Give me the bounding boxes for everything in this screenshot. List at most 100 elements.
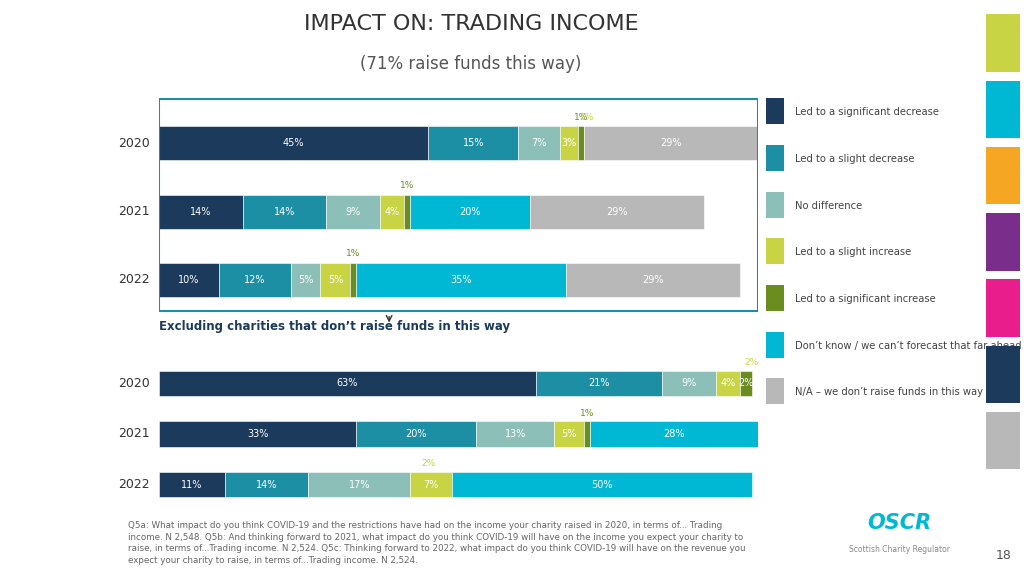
Text: 20%: 20% — [460, 207, 481, 217]
Text: 9%: 9% — [346, 207, 361, 217]
Text: 1%: 1% — [400, 181, 415, 190]
Text: 21%: 21% — [588, 378, 609, 388]
Text: 3%: 3% — [561, 138, 577, 149]
Bar — [578, 126, 584, 160]
Bar — [560, 126, 578, 160]
Bar — [159, 422, 356, 446]
Text: 15%: 15% — [463, 138, 484, 149]
Bar — [159, 195, 243, 229]
Bar — [766, 285, 784, 311]
Text: No difference: No difference — [795, 200, 862, 211]
Text: 29%: 29% — [642, 275, 664, 285]
Bar — [159, 263, 219, 297]
Text: 2%: 2% — [738, 378, 754, 388]
Bar — [411, 472, 453, 497]
Bar — [327, 195, 380, 229]
Text: 33%: 33% — [247, 429, 268, 439]
Bar — [380, 195, 404, 229]
Text: 7%: 7% — [531, 138, 547, 149]
Text: 1%: 1% — [346, 249, 360, 258]
Text: 10%: 10% — [178, 275, 200, 285]
Bar — [404, 195, 411, 229]
Bar — [766, 332, 784, 358]
Bar — [554, 422, 584, 446]
Bar — [584, 422, 590, 446]
Bar — [308, 472, 411, 497]
Bar — [219, 263, 291, 297]
Text: 45%: 45% — [283, 138, 304, 149]
Text: Scottish Charity Regulator: Scottish Charity Regulator — [849, 545, 949, 554]
Bar — [766, 145, 784, 171]
Bar — [662, 371, 716, 396]
Text: Led to a significant decrease: Led to a significant decrease — [795, 107, 939, 118]
Text: 17%: 17% — [348, 479, 370, 490]
Text: 2%: 2% — [421, 459, 435, 468]
Bar — [716, 371, 739, 396]
Text: Led to a slight decrease: Led to a slight decrease — [795, 154, 914, 164]
Text: 14%: 14% — [273, 207, 295, 217]
Bar — [476, 422, 554, 446]
Bar — [518, 126, 560, 160]
Bar — [428, 126, 518, 160]
Text: Led to a significant increase: Led to a significant increase — [795, 294, 935, 304]
Text: 20%: 20% — [406, 429, 427, 439]
Text: 2%: 2% — [744, 358, 759, 367]
Text: 28%: 28% — [664, 429, 685, 439]
Bar — [159, 472, 224, 497]
Text: 13%: 13% — [505, 429, 526, 439]
Bar — [224, 472, 308, 497]
Text: 18: 18 — [995, 548, 1012, 562]
Bar — [453, 472, 752, 497]
Bar — [566, 263, 739, 297]
Text: 7%: 7% — [424, 479, 439, 490]
Text: 4%: 4% — [720, 378, 735, 388]
Bar — [243, 195, 327, 229]
Text: Excluding charities that don’t raise funds in this way: Excluding charities that don’t raise fun… — [159, 320, 510, 333]
Text: 2020: 2020 — [118, 137, 150, 150]
Text: 11%: 11% — [181, 479, 203, 490]
Text: 9%: 9% — [681, 378, 696, 388]
Bar — [537, 371, 662, 396]
Bar — [766, 98, 784, 124]
Text: 1%: 1% — [580, 112, 594, 122]
Text: 63%: 63% — [337, 378, 358, 388]
Bar — [411, 195, 530, 229]
Bar — [356, 263, 566, 297]
Text: 5%: 5% — [561, 429, 577, 439]
Text: 14%: 14% — [256, 479, 278, 490]
Text: OSCR: OSCR — [867, 513, 931, 533]
Text: N/A – we don’t raise funds in this way: N/A – we don’t raise funds in this way — [795, 387, 983, 397]
Bar — [321, 263, 350, 297]
Text: 2022: 2022 — [118, 478, 150, 491]
Text: 50%: 50% — [591, 479, 612, 490]
Text: 14%: 14% — [190, 207, 211, 217]
Bar — [766, 238, 784, 264]
Text: 1%: 1% — [573, 112, 588, 122]
Bar — [159, 126, 428, 160]
Text: 29%: 29% — [606, 207, 628, 217]
Text: 2022: 2022 — [118, 273, 150, 286]
Text: Q5a: What impact do you think COVID-19 and the restrictions have had on the inco: Q5a: What impact do you think COVID-19 a… — [128, 521, 745, 565]
Text: Don’t know / we can’t forecast that far ahead: Don’t know / we can’t forecast that far … — [795, 340, 1021, 351]
Text: Led to a slight increase: Led to a slight increase — [795, 247, 911, 257]
Text: 2020: 2020 — [118, 377, 150, 390]
Bar — [766, 192, 784, 218]
Bar — [766, 378, 784, 404]
Bar — [356, 422, 476, 446]
Bar — [739, 371, 752, 396]
Bar — [530, 195, 703, 229]
Text: 35%: 35% — [451, 275, 472, 285]
Text: 2021: 2021 — [118, 205, 150, 218]
Bar — [350, 263, 356, 297]
Bar — [590, 422, 758, 446]
Text: (71% raise funds this way): (71% raise funds this way) — [360, 55, 582, 73]
Bar — [584, 126, 758, 160]
Bar — [159, 371, 537, 396]
Text: 5%: 5% — [328, 275, 343, 285]
Text: 1%: 1% — [580, 409, 594, 418]
Text: 12%: 12% — [244, 275, 265, 285]
Text: 4%: 4% — [385, 207, 400, 217]
Text: 29%: 29% — [660, 138, 682, 149]
Text: 5%: 5% — [298, 275, 313, 285]
Bar — [291, 263, 321, 297]
